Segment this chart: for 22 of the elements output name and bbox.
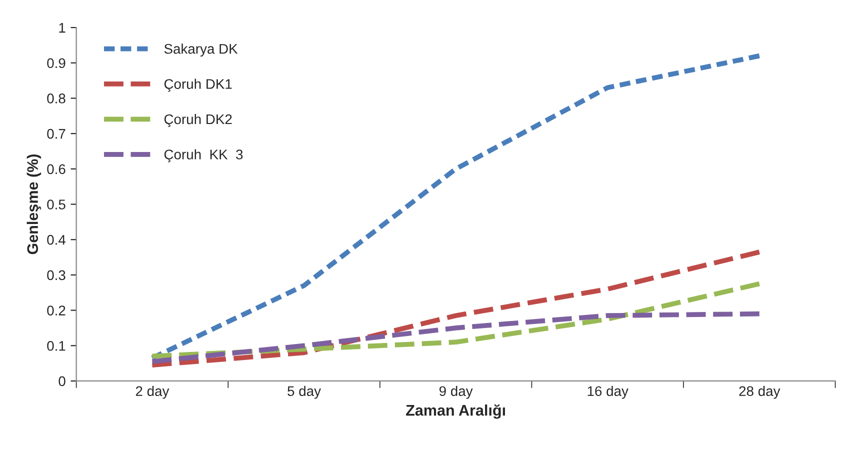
y-tick-label: 0.5: [47, 200, 66, 210]
y-tick-label: 1: [59, 23, 66, 33]
legend-label: Çoruh KK 3: [164, 149, 243, 162]
y-tick-label: 0.9: [47, 58, 66, 68]
legend-label: Çoruh DK1: [164, 78, 232, 92]
x-tick-label: 28 day: [739, 386, 780, 399]
legend-label: Sakarya DK: [164, 44, 238, 57]
x-axis-title: Zaman Aralığı: [406, 404, 505, 419]
y-tick-label: 0.4: [47, 234, 66, 245]
x-tick-label: 9 day: [439, 386, 473, 399]
y-axis-title: Genleşme (%): [26, 154, 42, 254]
x-tick-label: 2 day: [136, 386, 170, 399]
y-tick-label: 0.7: [47, 128, 66, 139]
y-tick-label: 0.8: [47, 94, 66, 104]
x-tick-label: 5 day: [288, 386, 321, 399]
y-tick-label: 0: [58, 376, 66, 386]
y-tick-label: 0.3: [47, 270, 66, 280]
legend-label: Çoruh DK2: [164, 114, 232, 127]
y-tick-label: 0.1: [47, 340, 66, 351]
y-tick-label: 0.2: [47, 306, 66, 316]
x-tick-label: 16 day: [588, 386, 628, 399]
y-tick-label: 0.6: [47, 164, 66, 174]
